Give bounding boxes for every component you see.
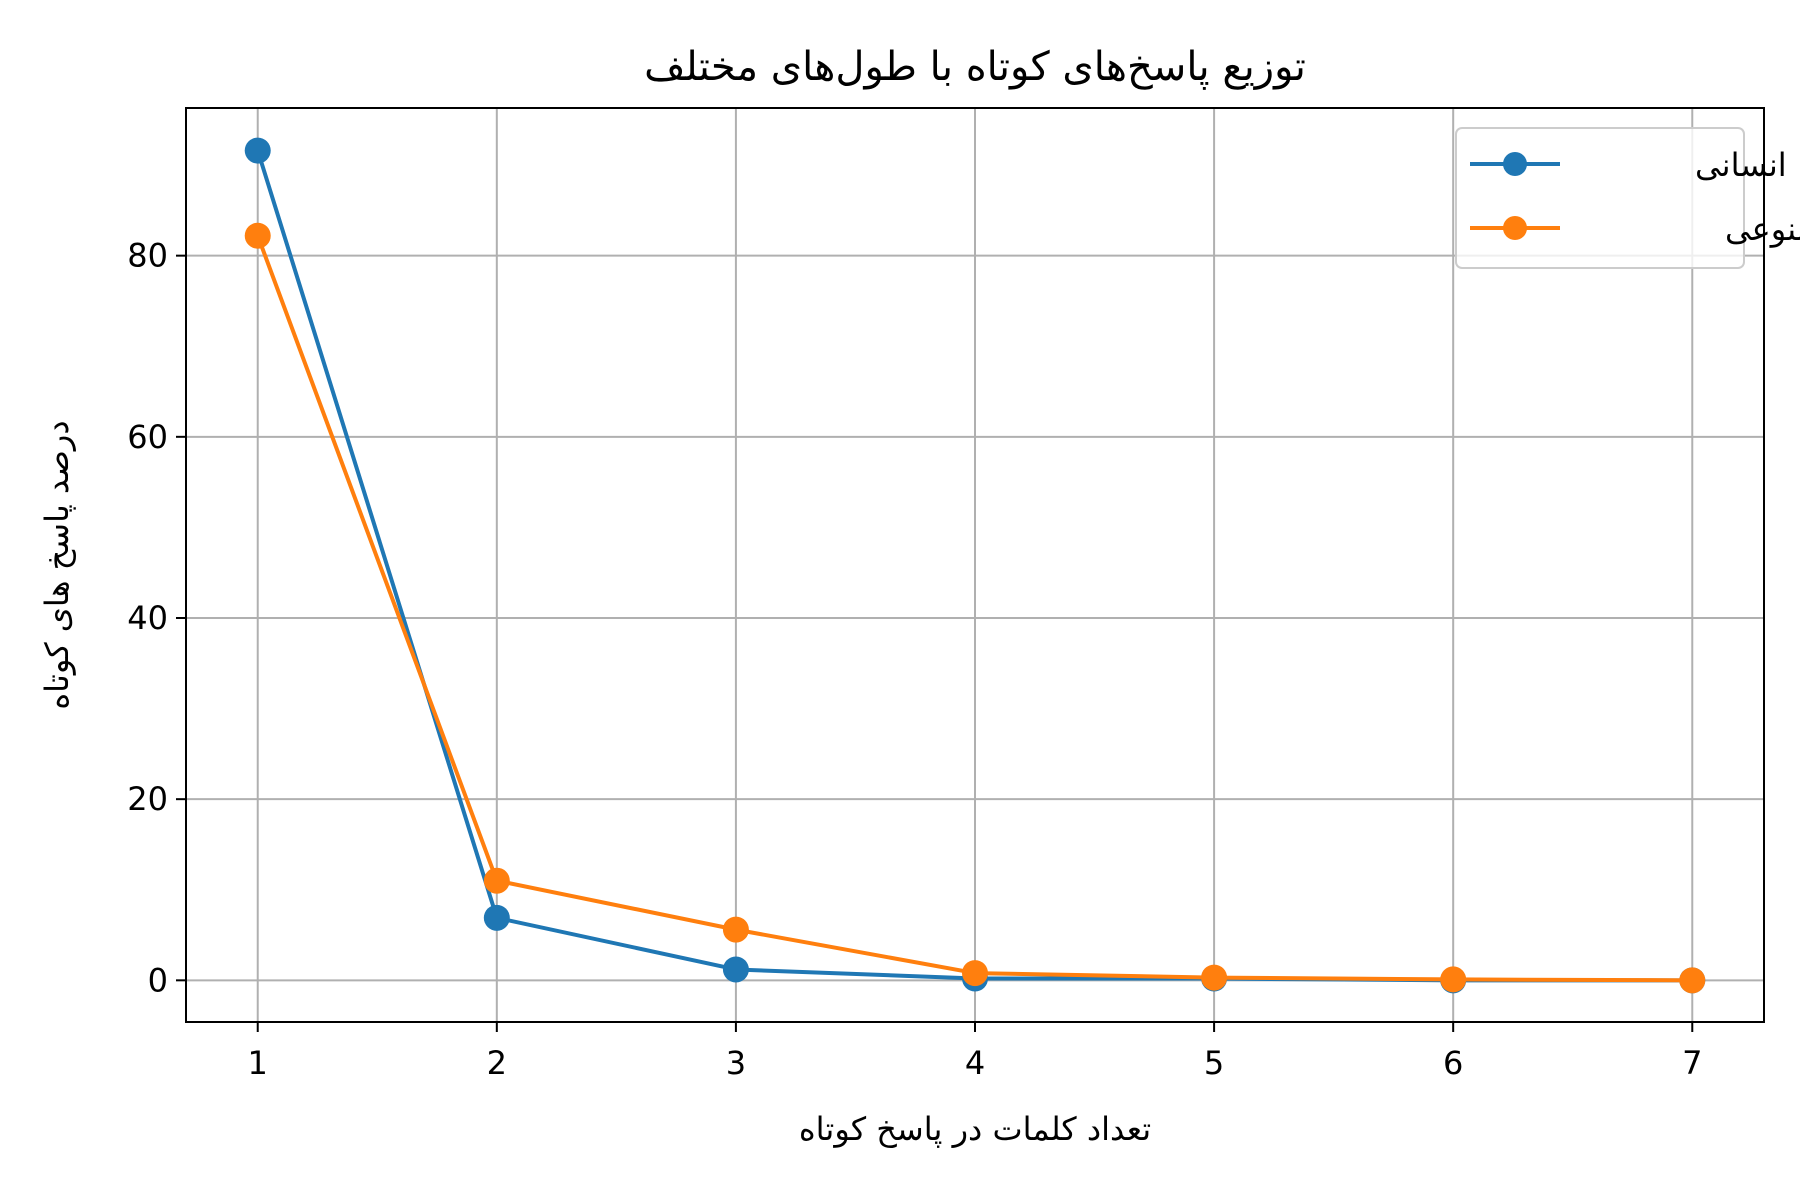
grid xyxy=(186,108,1764,1022)
legend-label-human: انسانی xyxy=(1695,146,1787,184)
legend-label-synthetic: مصنوعی xyxy=(1725,210,1800,248)
axis-ticks: 1 2 3 4 5 6 7 0 20 40 60 80 xyxy=(127,237,1702,1082)
x-tick-label: 3 xyxy=(726,1044,746,1082)
data-point xyxy=(722,956,749,983)
data-point xyxy=(483,904,510,931)
data-point xyxy=(244,222,271,249)
y-tick-label: 80 xyxy=(127,237,168,275)
y-tick-label: 60 xyxy=(127,418,168,456)
y-tick-label: 0 xyxy=(148,961,168,999)
data-point xyxy=(962,960,988,987)
y-axis-label: درصد پاسخ های کوتاه xyxy=(38,420,76,709)
series-layer xyxy=(244,137,1706,994)
data-point xyxy=(1201,964,1228,991)
legend: انسانی مصنوعی xyxy=(1455,127,1800,269)
legend-marker-synthetic xyxy=(1503,216,1527,240)
x-tick-label: 2 xyxy=(487,1044,507,1082)
chart-title: توزیع پاسخ‌های کوتاه با طول‌های مختلف xyxy=(644,44,1306,90)
x-tick-label: 6 xyxy=(1443,1044,1463,1082)
x-tick-label: 4 xyxy=(965,1044,985,1082)
series-synthetic xyxy=(244,222,1706,994)
x-tick-label: 5 xyxy=(1204,1044,1224,1082)
data-point xyxy=(244,137,271,164)
x-tick-label: 7 xyxy=(1682,1044,1702,1082)
y-tick-label: 40 xyxy=(127,599,168,637)
data-point xyxy=(483,867,510,894)
y-tick-label: 20 xyxy=(127,780,168,818)
data-point xyxy=(1440,966,1467,993)
x-axis-label: تعداد کلمات در پاسخ کوتاه xyxy=(799,1110,1151,1148)
legend-marker-human xyxy=(1503,152,1527,176)
data-point xyxy=(722,916,749,943)
data-point xyxy=(1679,967,1706,994)
x-tick-label: 1 xyxy=(248,1044,268,1082)
